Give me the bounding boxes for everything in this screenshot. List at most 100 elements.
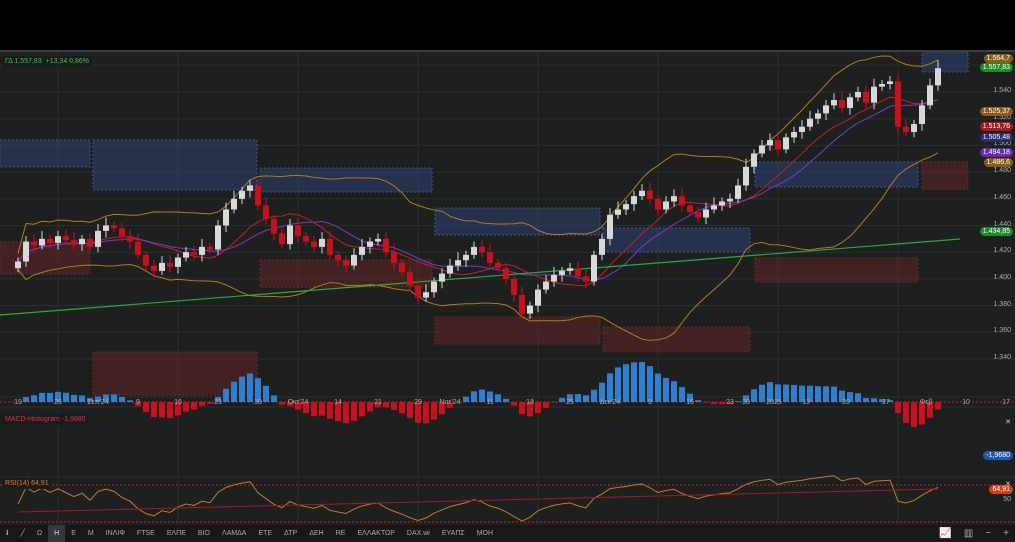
candle-body xyxy=(63,236,69,241)
candle-body xyxy=(135,241,141,255)
macd-bar xyxy=(599,382,605,402)
date-tick: 30 xyxy=(742,399,750,406)
demand-zone xyxy=(921,52,969,73)
macd-bar xyxy=(471,391,477,402)
macd-bar xyxy=(375,402,381,408)
macd-bar xyxy=(343,402,349,424)
toolbar-item[interactable]: ΕΤΕ xyxy=(258,530,273,537)
macd-bar xyxy=(175,402,181,416)
candle-body xyxy=(311,241,317,247)
toolbar-item[interactable]: E xyxy=(71,530,76,537)
toolbar-item[interactable]: Ω xyxy=(36,530,43,537)
info-icon[interactable]: ℹ xyxy=(6,530,9,537)
price-marker-label: 1.513,76 xyxy=(979,122,1013,132)
macd-bar xyxy=(799,385,805,402)
toolbar-item[interactable]: DAX.wi xyxy=(406,530,430,537)
macd-label: MACD-Histogram xyxy=(5,416,60,423)
toolbar-item[interactable]: ΕΛΠΕ xyxy=(166,530,186,537)
macd-bar xyxy=(207,402,213,404)
macd-bar xyxy=(151,402,157,418)
chart-container[interactable]: ΓΔ 1.557,83 +13,34 0,86% MACD-Histogram … xyxy=(0,50,1015,527)
price-marker-label: 1.434,85 xyxy=(979,227,1013,237)
toolbar-item[interactable]: ΕΥΑΠΣ xyxy=(441,530,465,537)
toolbar-item[interactable]: H xyxy=(48,525,66,542)
close-macd-icon[interactable]: ✕ xyxy=(1005,419,1011,426)
toolbar-item[interactable]: ΒΙΟ xyxy=(197,530,210,537)
macd-bar xyxy=(63,392,69,402)
price-tick: 1.400 xyxy=(993,273,1011,281)
macd-bar xyxy=(823,386,829,402)
price-tick: 1.380 xyxy=(993,300,1011,308)
macd-bar xyxy=(311,402,317,417)
zoom-in-button[interactable]: + xyxy=(1003,528,1009,539)
candle-body xyxy=(103,225,109,231)
toolbar-item[interactable]: ΜΟΗ xyxy=(476,530,494,537)
chart-canvas[interactable] xyxy=(0,52,1015,527)
toolbar-item[interactable]: ΙΝΛΙΦ xyxy=(105,530,125,537)
candle-body xyxy=(903,126,909,133)
date-tick: 17 xyxy=(1002,399,1010,406)
draw-line-icon[interactable]: ╱ xyxy=(20,530,25,537)
candle-body xyxy=(375,238,381,242)
macd-bar xyxy=(551,402,557,403)
candle-body xyxy=(279,233,285,245)
top-black-bar xyxy=(0,0,1015,50)
macd-bar xyxy=(127,400,133,402)
indicators-icon[interactable]: ▥ xyxy=(963,528,974,539)
candle-body xyxy=(95,230,101,247)
candle-body xyxy=(87,238,93,247)
date-tick: 21 xyxy=(374,399,382,406)
candle-body xyxy=(751,153,757,167)
toolbar-item[interactable]: ΔΕΗ xyxy=(309,530,324,537)
candle-body xyxy=(391,252,397,263)
macd-bar xyxy=(167,402,173,418)
macd-bar xyxy=(639,362,645,402)
close-rsi-icon[interactable]: ✕ xyxy=(1005,481,1011,488)
date-tick: 14 xyxy=(334,399,342,406)
candle-body xyxy=(431,281,437,293)
zoom-out-button[interactable]: − xyxy=(985,528,992,539)
candle-body xyxy=(887,81,893,84)
candle-body xyxy=(199,246,205,255)
candle-body xyxy=(15,261,21,269)
price-marker-label: 1.557,83 xyxy=(979,63,1013,73)
macd-bar xyxy=(527,402,533,417)
supply-zone xyxy=(602,326,751,353)
toolbar-item[interactable]: M xyxy=(87,530,94,537)
toolbar-item[interactable]: ΕΛΛΑΚΤΩΡ xyxy=(357,530,395,537)
price-tick: 1.500 xyxy=(993,140,1011,148)
toolbar-item[interactable]: ΛΑΜΔΑ xyxy=(221,530,247,537)
candle-body xyxy=(231,198,237,210)
candle-body xyxy=(175,257,181,267)
candle-body xyxy=(807,118,813,127)
candle-body xyxy=(407,272,413,286)
toolbar-item[interactable]: ΔΤΡ xyxy=(284,530,298,537)
candle-body xyxy=(343,260,349,266)
price-tick: 1.360 xyxy=(993,327,1011,335)
macd-bar xyxy=(751,389,757,402)
candle-body xyxy=(327,238,333,255)
macd-bar xyxy=(183,402,189,412)
candle-body xyxy=(47,238,53,243)
candle-body xyxy=(895,81,901,127)
candle-body xyxy=(871,86,877,103)
macd-bar xyxy=(671,381,677,402)
candle-body xyxy=(607,214,613,239)
macd-bar xyxy=(223,388,229,402)
candle-body xyxy=(847,97,853,109)
macd-bar xyxy=(743,395,749,402)
macd-bar xyxy=(559,397,565,402)
macd-bar xyxy=(863,398,869,402)
macd-bar xyxy=(95,396,101,402)
macd-bar xyxy=(303,402,309,414)
chart-type-icon[interactable]: 📈 xyxy=(939,528,952,539)
ma-red xyxy=(17,96,939,287)
macd-legend: MACD-Histogram -1,9680 xyxy=(2,414,89,425)
macd-bar xyxy=(111,394,117,402)
toolbar-item[interactable]: RE xyxy=(335,530,346,537)
toolbar-item[interactable]: FTSE xyxy=(136,530,155,537)
demand-zone xyxy=(259,167,433,193)
macd-bar xyxy=(231,381,237,402)
candle-body xyxy=(599,238,605,255)
macd-bar xyxy=(567,394,573,402)
